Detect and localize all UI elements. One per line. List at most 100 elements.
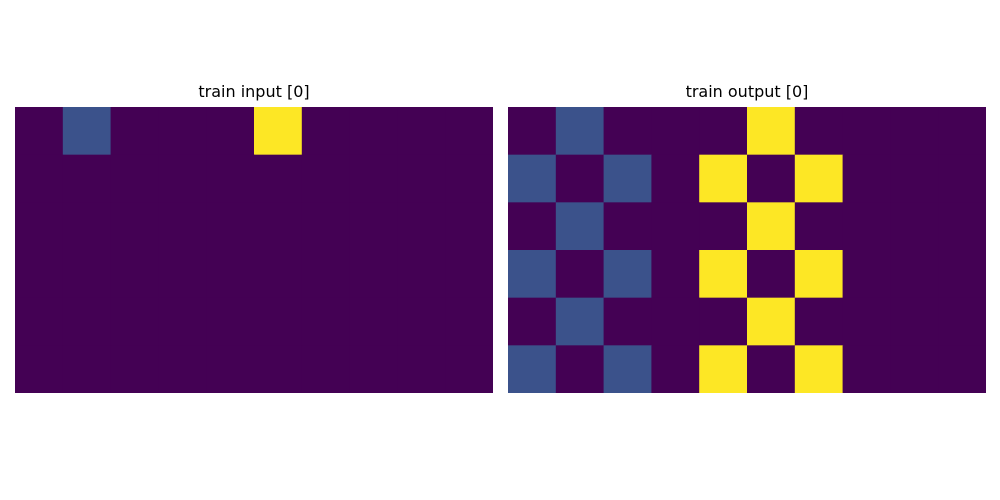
input-cell-r5-c2 xyxy=(110,345,159,393)
input-cell-r4-c2 xyxy=(110,297,159,346)
input-cell-r3-c1 xyxy=(62,250,112,299)
input-cell-r3-c7 xyxy=(349,250,398,299)
output-cell-r0-c2 xyxy=(603,107,652,156)
output-cell-r2-c0 xyxy=(508,202,557,251)
input-cell-r2-c1 xyxy=(62,202,112,251)
output-cell-r1-c1 xyxy=(555,154,605,203)
output-cell-r1-c8 xyxy=(890,154,939,203)
output-cell-r4-c0 xyxy=(508,297,557,346)
input-cell-r2-c5 xyxy=(254,202,303,251)
input-cell-r4-c8 xyxy=(397,297,446,346)
output-cell-r2-c7 xyxy=(842,202,891,251)
output-cell-r2-c6 xyxy=(794,202,844,251)
input-cell-r3-c8 xyxy=(397,250,446,299)
output-cell-r0-c0 xyxy=(508,107,557,156)
output-cell-r4-c3 xyxy=(651,297,700,346)
output-cell-r1-c4 xyxy=(699,154,748,203)
output-cell-r3-c8 xyxy=(890,250,939,299)
output-cell-r1-c5 xyxy=(747,154,796,203)
output-cell-r4-c6 xyxy=(794,297,844,346)
input-cell-r1-c5 xyxy=(254,154,303,203)
input-cell-r1-c7 xyxy=(349,154,398,203)
input-cell-r1-c6 xyxy=(301,154,351,203)
output-cell-r1-c7 xyxy=(842,154,891,203)
output-cell-r3-c7 xyxy=(842,250,891,299)
output-cell-r2-c3 xyxy=(651,202,700,251)
output-cell-r3-c5 xyxy=(747,250,796,299)
train-input-grid xyxy=(15,107,493,393)
output-cell-r2-c4 xyxy=(699,202,748,251)
input-cell-r1-c0 xyxy=(15,154,64,203)
input-cell-r0-c3 xyxy=(158,107,207,156)
output-cell-r3-c4 xyxy=(699,250,748,299)
input-cell-r5-c7 xyxy=(349,345,398,393)
output-cell-r5-c9 xyxy=(938,345,986,393)
input-cell-r1-c2 xyxy=(110,154,159,203)
output-cell-r5-c7 xyxy=(842,345,891,393)
input-cell-r4-c7 xyxy=(349,297,398,346)
input-cell-r5-c1 xyxy=(62,345,112,393)
output-cell-r4-c9 xyxy=(938,297,986,346)
input-cell-r4-c5 xyxy=(254,297,303,346)
input-cell-r2-c6 xyxy=(301,202,351,251)
output-cell-r0-c6 xyxy=(794,107,844,156)
output-cell-r1-c2 xyxy=(603,154,652,203)
train-output-grid xyxy=(508,107,986,393)
output-cell-r3-c0 xyxy=(508,250,557,299)
input-cell-r2-c4 xyxy=(206,202,255,251)
input-cell-r2-c9 xyxy=(445,202,493,251)
input-cell-r3-c6 xyxy=(301,250,351,299)
input-cell-r4-c4 xyxy=(206,297,255,346)
input-cell-r2-c0 xyxy=(15,202,64,251)
output-cell-r5-c0 xyxy=(508,345,557,393)
input-cell-r5-c5 xyxy=(254,345,303,393)
input-cell-r1-c4 xyxy=(206,154,255,203)
input-cell-r4-c0 xyxy=(15,297,64,346)
output-cell-r0-c3 xyxy=(651,107,700,156)
input-cell-r4-c1 xyxy=(62,297,112,346)
output-cell-r0-c5 xyxy=(747,107,796,156)
input-cell-r3-c5 xyxy=(254,250,303,299)
output-cell-r2-c8 xyxy=(890,202,939,251)
train-input-title: train input [0] xyxy=(198,82,310,101)
input-cell-r0-c5 xyxy=(254,107,303,156)
output-cell-r4-c1 xyxy=(555,297,605,346)
input-cell-r0-c8 xyxy=(397,107,446,156)
output-cell-r4-c5 xyxy=(747,297,796,346)
input-cell-r1-c9 xyxy=(445,154,493,203)
input-cell-r0-c4 xyxy=(206,107,255,156)
output-cell-r5-c1 xyxy=(555,345,605,393)
input-cell-r5-c4 xyxy=(206,345,255,393)
input-cell-r3-c9 xyxy=(445,250,493,299)
output-cell-r0-c8 xyxy=(890,107,939,156)
output-cell-r4-c7 xyxy=(842,297,891,346)
input-cell-r0-c0 xyxy=(15,107,64,156)
input-cell-r2-c7 xyxy=(349,202,398,251)
input-cell-r2-c3 xyxy=(158,202,207,251)
output-cell-r4-c8 xyxy=(890,297,939,346)
input-cell-r5-c3 xyxy=(158,345,207,393)
output-cell-r5-c3 xyxy=(651,345,700,393)
output-cell-r5-c4 xyxy=(699,345,748,393)
output-cell-r2-c1 xyxy=(555,202,605,251)
output-cell-r1-c9 xyxy=(938,154,986,203)
input-cell-r4-c3 xyxy=(158,297,207,346)
input-cell-r1-c8 xyxy=(397,154,446,203)
input-cell-r1-c1 xyxy=(62,154,112,203)
input-cell-r2-c8 xyxy=(397,202,446,251)
input-cell-r5-c0 xyxy=(15,345,64,393)
output-cell-r4-c2 xyxy=(603,297,652,346)
output-cell-r0-c9 xyxy=(938,107,986,156)
output-cell-r0-c7 xyxy=(842,107,891,156)
output-cell-r5-c8 xyxy=(890,345,939,393)
input-cell-r2-c2 xyxy=(110,202,159,251)
input-cell-r5-c6 xyxy=(301,345,351,393)
output-cell-r5-c5 xyxy=(747,345,796,393)
output-cell-r3-c1 xyxy=(555,250,605,299)
input-cell-r3-c2 xyxy=(110,250,159,299)
output-cell-r5-c6 xyxy=(794,345,844,393)
input-cell-r0-c2 xyxy=(110,107,159,156)
output-cell-r0-c1 xyxy=(555,107,605,156)
input-cell-r5-c9 xyxy=(445,345,493,393)
input-cell-r4-c9 xyxy=(445,297,493,346)
